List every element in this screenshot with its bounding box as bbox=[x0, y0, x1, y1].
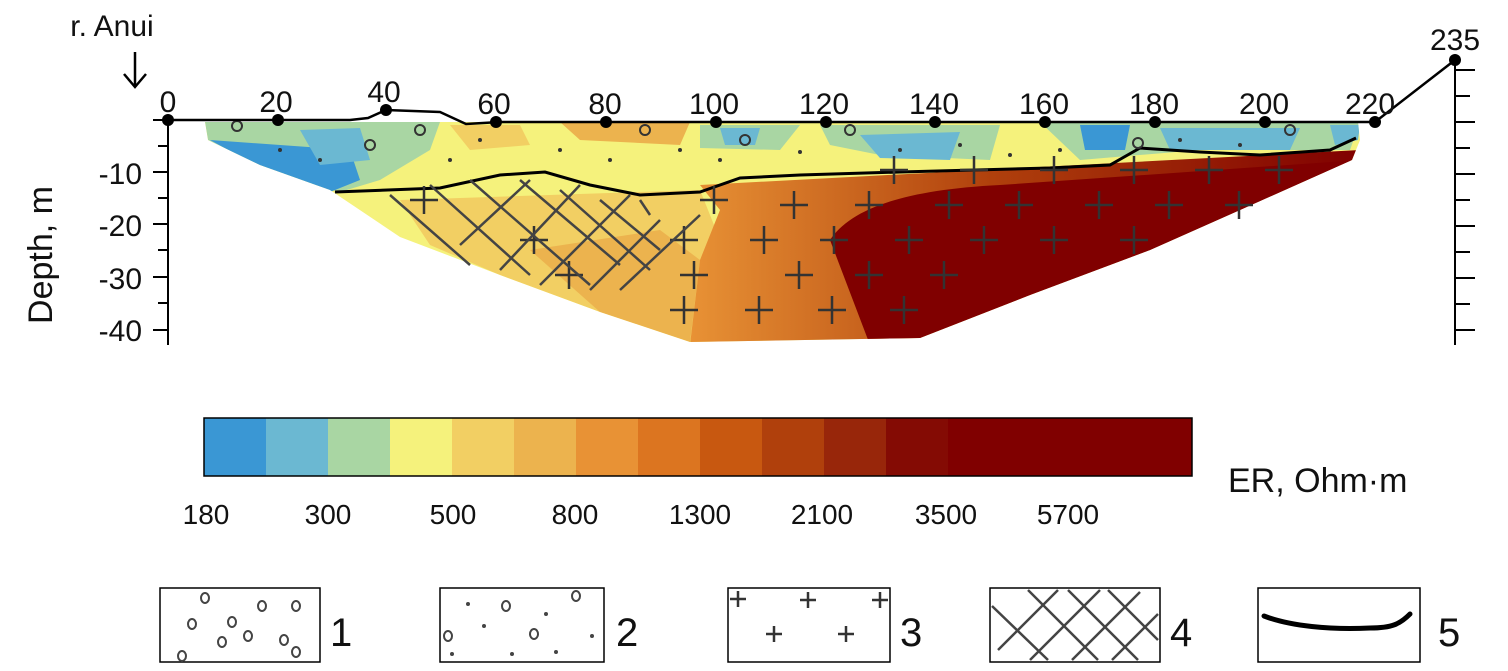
legend-number: 2 bbox=[616, 611, 638, 655]
x-tick-label: 0 bbox=[160, 86, 177, 119]
x-tick-label: 220 bbox=[1345, 88, 1395, 121]
colorbar-tick-label: 800 bbox=[552, 499, 599, 530]
colorbar-tick-label: 180 bbox=[183, 499, 230, 530]
dots-and-circles-icon bbox=[443, 590, 594, 656]
legend-item-4: 4 bbox=[989, 587, 1192, 663]
x-tick-label: 200 bbox=[1239, 88, 1289, 121]
colorbar-tick-label: 500 bbox=[430, 499, 477, 530]
colorbar-swatch bbox=[576, 418, 638, 476]
y-axis-title: Depth, m bbox=[22, 186, 60, 324]
colorbar-swatch bbox=[948, 418, 1192, 476]
legend-item-5: 5 bbox=[1257, 587, 1460, 663]
legend-number: 4 bbox=[1170, 611, 1192, 655]
colorbar-unit-label: ER, Ohm·m bbox=[1228, 462, 1407, 500]
x-tick-label: 40 bbox=[367, 76, 400, 109]
colorbar-tick-label: 5700 bbox=[1037, 499, 1099, 530]
x-tick-label: 100 bbox=[689, 88, 739, 121]
x-tick-label: 140 bbox=[909, 88, 959, 121]
river-arrow-icon bbox=[123, 52, 147, 89]
colorbar-swatch bbox=[886, 418, 948, 476]
colorbar-swatch bbox=[204, 418, 266, 476]
colorbar-tick-label: 2100 bbox=[791, 499, 853, 530]
y-tick-label: -30 bbox=[99, 263, 142, 296]
legend-item-3: 3 bbox=[727, 587, 922, 663]
left-depth-axis bbox=[153, 119, 169, 345]
x-tick-label: 20 bbox=[259, 86, 292, 119]
colorbar-tick-label: 300 bbox=[305, 499, 352, 530]
colorbar-swatch bbox=[638, 418, 700, 476]
colorbar-swatch bbox=[328, 418, 390, 476]
x-tick-label: 160 bbox=[1019, 88, 1069, 121]
colorbar-swatch bbox=[266, 418, 328, 476]
boundary-line-icon bbox=[1261, 611, 1413, 631]
y-tick-label: -40 bbox=[99, 315, 142, 348]
colorbar-frame bbox=[203, 417, 1193, 477]
y-tick-label: -10 bbox=[99, 158, 142, 191]
open-circles-icon bbox=[177, 592, 301, 662]
colorbar-tick-label: 1300 bbox=[669, 499, 731, 530]
crosses-icon bbox=[730, 591, 888, 642]
legend-number: 1 bbox=[330, 611, 352, 655]
y-tick-label: -20 bbox=[99, 210, 142, 243]
crosshatch-icon bbox=[991, 589, 1159, 661]
colorbar bbox=[204, 418, 1192, 476]
colorbar-tick-label: 3500 bbox=[915, 499, 977, 530]
x-tick-label: 120 bbox=[799, 88, 849, 121]
x-tick-label: 80 bbox=[588, 88, 621, 121]
colorbar-swatch bbox=[762, 418, 824, 476]
legend-item-2: 2 bbox=[439, 587, 638, 663]
x-tick-label: 180 bbox=[1129, 88, 1179, 121]
legend-number: 5 bbox=[1438, 611, 1460, 655]
right-depth-axis bbox=[1454, 60, 1475, 345]
colorbar-swatch bbox=[700, 418, 762, 476]
colorbar-swatch bbox=[390, 418, 452, 476]
end-elevation-label: 235 bbox=[1430, 24, 1480, 57]
colorbar-swatch bbox=[452, 418, 514, 476]
river-label: r. Anui bbox=[70, 10, 153, 43]
x-tick-label: 60 bbox=[477, 88, 510, 121]
colorbar-swatch bbox=[514, 418, 576, 476]
legend-number: 3 bbox=[900, 611, 922, 655]
legend-item-1: 1 bbox=[159, 587, 352, 663]
colorbar-swatch bbox=[824, 418, 886, 476]
